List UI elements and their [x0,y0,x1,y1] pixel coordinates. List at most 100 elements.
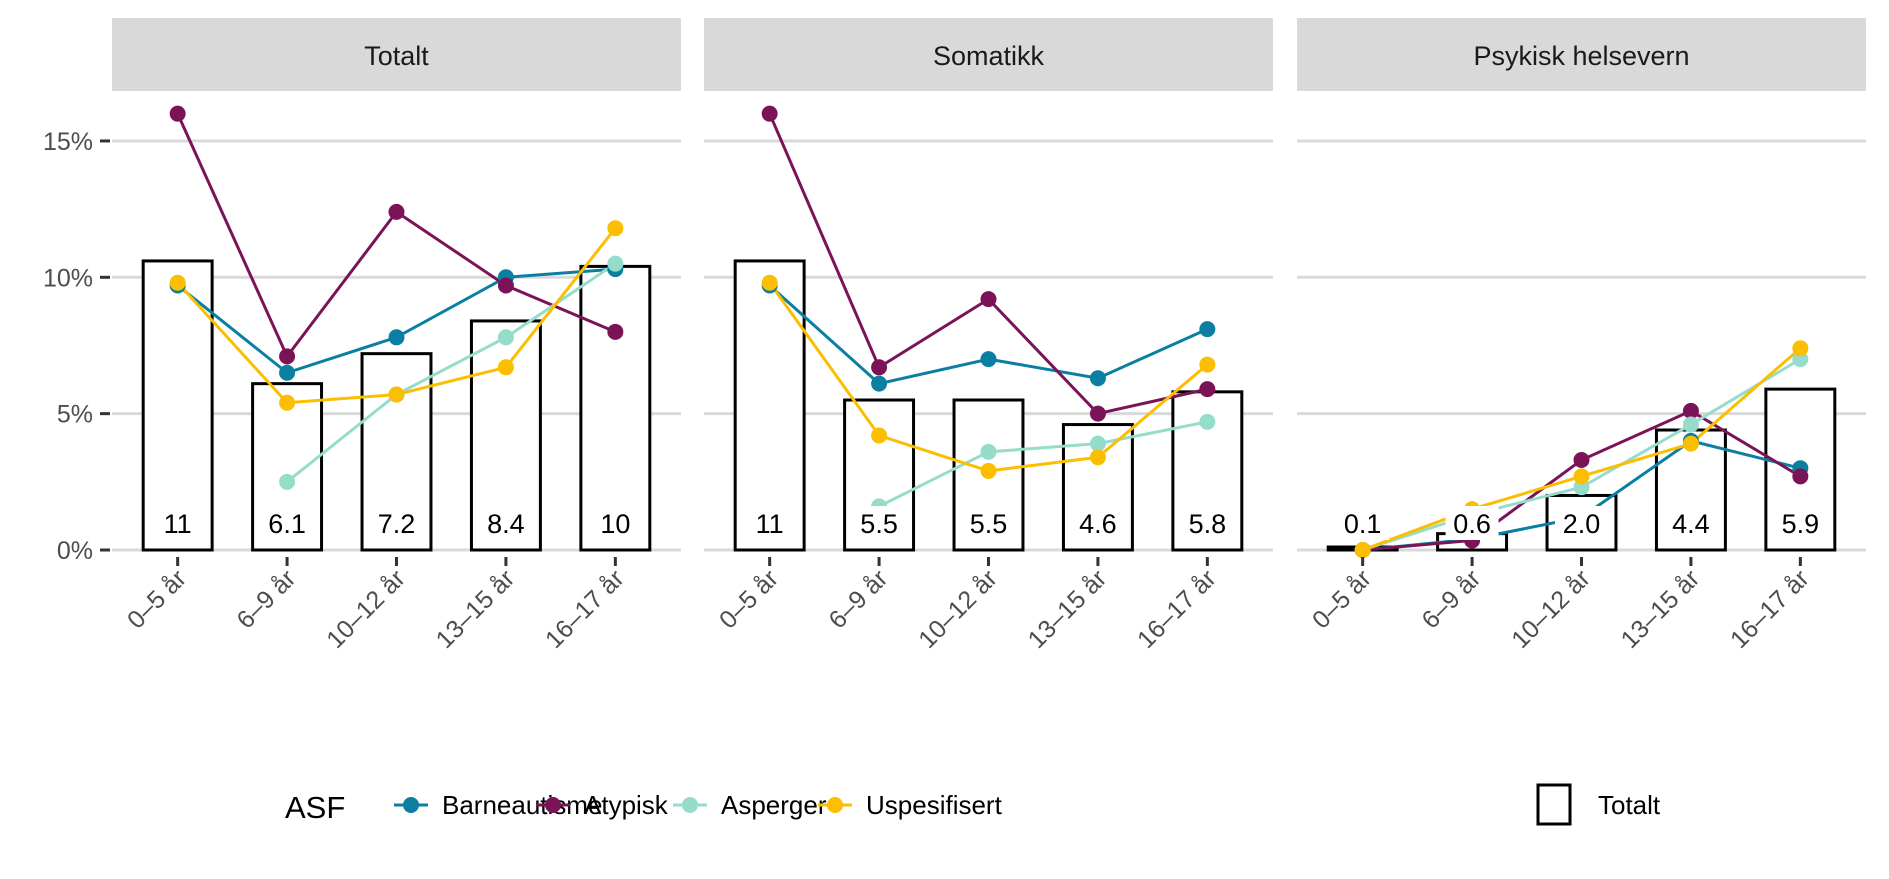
bar-totalt [733,259,806,552]
point-asperger [497,329,514,346]
point-asperger [1682,416,1699,433]
panel-title: Totalt [364,41,429,71]
x-tick-label: 0–5 år [1307,564,1377,634]
legend-key-barneautisme-point [403,797,419,813]
point-uspesifisert [980,462,997,479]
point-uspesifisert [1199,356,1216,373]
point-barneautisme [1089,370,1106,387]
x-tick-label: 10–12 år [321,564,411,654]
point-barneautisme [980,351,997,368]
line-atypisk [176,113,616,360]
legend-label-totalt: Totalt [1598,790,1661,820]
bar-label: 5.5 [860,509,898,539]
x-tick-label: 16–17 år [1725,564,1815,654]
x-tick-label: 0–5 år [714,564,784,634]
legend-key-uspesifisert-point [827,797,843,813]
point-uspesifisert [761,274,778,291]
bar-label: 0.6 [1453,509,1491,539]
bar-label: 11 [164,509,192,539]
panel-strip [112,18,681,91]
line-asperger [286,262,617,483]
point-uspesifisert [388,386,405,403]
point-barneautisme [1199,321,1216,338]
bar-label-bg [1071,506,1125,540]
panel-strip [1297,18,1866,91]
point-uspesifisert [1792,340,1809,357]
point-atypisk [1792,468,1809,485]
point-atypisk [279,348,296,365]
bar-label-bg [962,506,1015,540]
bar-label: 7.2 [378,509,416,539]
legend-key-totalt [1536,783,1572,826]
x-tick-label: 13–15 år [431,564,521,654]
point-uspesifisert [1682,435,1699,452]
point-uspesifisert [169,274,186,291]
point-asperger [279,473,296,490]
bar-label: 5.9 [1782,509,1820,539]
bar-label: 5.5 [970,509,1008,539]
y-tick-label: 10% [43,264,93,292]
y-tick-label: 0% [57,537,93,565]
bar-label-bg [1664,506,1718,540]
bar-label: 4.4 [1672,509,1710,539]
bar-label: 4.6 [1079,509,1117,539]
bar-label-bg [1773,506,1827,540]
y-tick-label: 5% [57,401,93,429]
bar-label: 2.0 [1563,509,1601,539]
legend-label-atypisk: Atypisk [584,790,669,820]
x-tick-label: 10–12 år [913,564,1003,654]
point-uspesifisert [871,427,888,444]
bar-label-bg [1336,506,1390,540]
x-tick-label: 10–12 år [1506,564,1596,654]
point-uspesifisert [1354,542,1371,558]
y-tick-label: 15% [43,128,93,156]
point-uspesifisert [607,220,624,237]
point-atypisk [1199,381,1216,398]
point-atypisk [761,105,778,122]
point-uspesifisert [279,394,296,411]
x-tick-label: 13–15 år [1023,564,1113,654]
x-tick-label: 16–17 år [540,564,630,654]
legend-title: ASF [285,790,345,825]
point-asperger [980,443,997,460]
panel-somatikk: Somatikk 11 5.5 5.5 4.6 5.8 0–5 år 6–9 år 10–12 … [704,18,1273,654]
bar-label-bg [750,506,789,540]
bar-label: 6.1 [268,509,306,539]
point-atypisk [1089,405,1106,422]
panel-title: Somatikk [933,41,1045,71]
legend-label-uspesifisert: Uspesifisert [866,790,1003,820]
panel-strip [704,18,1273,91]
bar-label: 11 [756,509,784,539]
bar-label-bg [1180,506,1234,540]
point-atypisk [607,323,624,340]
x-tick-label: 6–9 år [1416,564,1486,634]
x-tick-label: 6–9 år [823,564,893,634]
y-axis: 0% 5% 10% 15% [43,128,110,565]
point-atypisk [169,105,186,122]
point-atypisk [497,277,514,294]
x-tick-label: 13–15 år [1616,564,1706,654]
bar-label: 8.4 [487,509,525,539]
point-atypisk [1573,452,1590,469]
point-barneautisme [279,364,296,381]
bar-label-bg [1445,506,1499,540]
point-uspesifisert [1573,468,1590,485]
legend-key-atypisk-point [545,797,561,813]
point-atypisk [388,203,405,220]
bar-totalt [579,264,652,552]
point-barneautisme [871,375,888,392]
point-asperger [607,255,624,272]
point-atypisk [980,291,997,308]
bar-label: 10 [600,509,630,539]
point-uspesifisert [497,359,514,376]
bar-label-bg [370,506,423,540]
point-atypisk [1682,402,1699,419]
bar-label-bg [479,506,533,540]
bar-label: 0.1 [1344,509,1382,539]
point-atypisk [871,359,888,376]
bar-label-bg [260,506,314,540]
bar-label-bg [852,506,906,540]
